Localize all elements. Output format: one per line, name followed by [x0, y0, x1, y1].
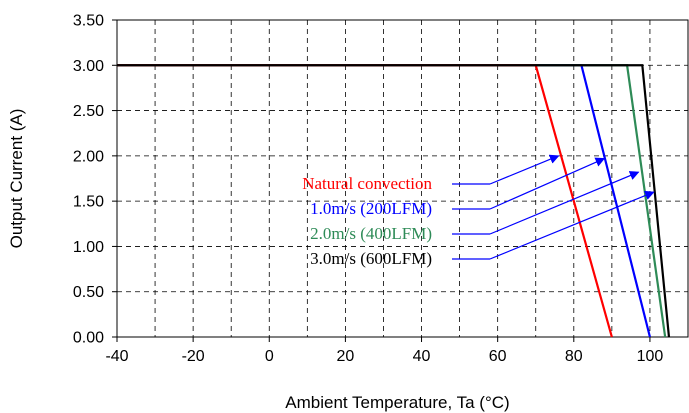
- x-tick-label: 60: [489, 348, 507, 365]
- y-tick-label: 2.00: [73, 148, 104, 165]
- series-lines: [117, 64, 671, 338]
- annotation-arrow: [489, 171, 640, 235]
- x-tick-label: 100: [637, 348, 664, 365]
- y-tick-label: 0.50: [73, 284, 104, 301]
- x-tick-label: -20: [182, 348, 205, 365]
- grid: [117, 20, 688, 337]
- x-tick-label: 40: [413, 348, 431, 365]
- annotation-label: 2.0m/s (400LFM): [310, 224, 432, 243]
- annotation-label: 3.0m/s (600LFM): [310, 249, 432, 268]
- y-tick-label: 1.00: [73, 239, 104, 256]
- y-tick-label: 1.50: [73, 194, 104, 211]
- y-axis-title: Output Current (A): [7, 109, 26, 249]
- x-tick-label: 20: [337, 348, 355, 365]
- x-tick-label: 0: [265, 348, 274, 365]
- y-axis-ticks: 0.00 0.50 1.00 1.50 2.00 2.50 3.00 3.50: [73, 13, 117, 347]
- x-tick-label: 80: [565, 348, 583, 365]
- annotation-label: 1.0m/s (200LFM): [310, 199, 432, 218]
- annotation-arrow: [489, 154, 560, 185]
- x-axis-title: Ambient Temperature, Ta (°C): [285, 393, 509, 412]
- annotation-arrow: [489, 157, 606, 210]
- series-line: [117, 64, 671, 338]
- y-tick-label: 3.50: [73, 13, 104, 30]
- x-axis-ticks: -40 -20 0 20 40 60 80 100: [105, 337, 663, 365]
- plot-area-frame: [116, 19, 689, 338]
- x-tick-label: -40: [105, 348, 128, 365]
- y-tick-label: 2.50: [73, 103, 104, 120]
- y-tick-label: 3.00: [73, 58, 104, 75]
- y-tick-label: 0.00: [73, 330, 104, 347]
- annotation-label: Natural convection: [302, 174, 432, 193]
- annotations: Natural convection 1.0m/s (200LFM) 2.0m/s …: [302, 154, 655, 268]
- annotation-arrow: [489, 190, 655, 260]
